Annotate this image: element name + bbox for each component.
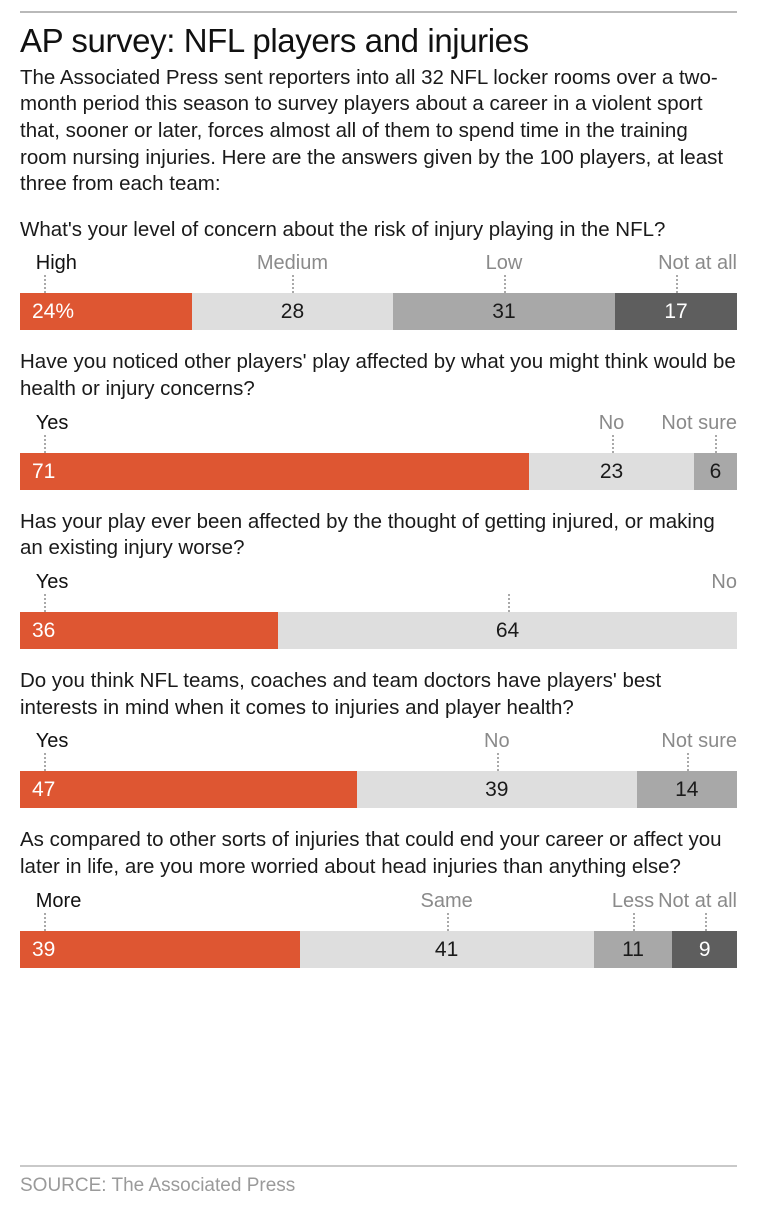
bar-track: 71 23 6 <box>20 452 737 490</box>
leader-line <box>503 275 506 294</box>
bar-segment: 71 <box>20 452 530 490</box>
stacked-bar-chart: High Medium Low Not at all 24% 28 31 17 <box>20 251 737 331</box>
question-block: Has your play ever been affected by the … <box>20 509 737 650</box>
bar-segment: 6 <box>693 452 737 490</box>
bar-segment: 14 <box>636 771 737 809</box>
segment-label: No <box>484 730 510 753</box>
bar-segment: 11 <box>593 930 673 968</box>
bar-segment: 9 <box>672 930 737 968</box>
bar-segment: 39 <box>356 771 637 809</box>
segment-label-row: More Same Less Not at all <box>20 889 737 931</box>
question-block: What's your level of concern about the r… <box>20 217 737 331</box>
question-block: Have you noticed other players' play aff… <box>20 349 737 490</box>
segment-label-row: Yes No Not sure <box>20 411 737 453</box>
segment-label: Less <box>611 889 655 912</box>
leader-line <box>43 275 46 294</box>
bar-segment: 39 <box>20 930 300 968</box>
segment-label: More <box>35 889 82 912</box>
segment-label: Not at all <box>658 252 737 275</box>
bar-track: 47 39 14 <box>20 771 737 809</box>
leader-line <box>446 912 449 931</box>
leader-line <box>507 594 510 613</box>
leader-line <box>704 912 707 931</box>
question-block: Do you think NFL teams, coaches and team… <box>20 668 737 809</box>
bar-segment: 64 <box>278 612 737 650</box>
infographic-page: AP survey: NFL players and injuries The … <box>0 11 757 1211</box>
question-text: Have you noticed other players' play aff… <box>20 350 736 401</box>
bar-segment: 36 <box>20 612 279 650</box>
leader-line <box>715 434 718 453</box>
leader-line <box>292 275 295 294</box>
leader-line <box>43 753 46 772</box>
segment-label-row: Yes No Not sure <box>20 729 737 772</box>
stacked-bar-chart: Yes No 36 64 <box>20 570 737 650</box>
segment-label: Yes <box>35 571 69 594</box>
source-note: SOURCE: The Associated Press <box>20 1175 296 1197</box>
bar-track: 24% 28 31 17 <box>20 293 737 331</box>
segment-label: No <box>598 411 625 434</box>
bar-segment: 23 <box>529 452 694 490</box>
stacked-bar-chart: More Same Less Not at all 39 41 11 9 <box>20 889 737 968</box>
bar-segment: 28 <box>192 293 393 331</box>
segment-label: Medium <box>256 252 329 275</box>
question-text: Do you think NFL teams, coaches and team… <box>20 669 662 719</box>
bar-track: 36 64 <box>20 612 737 650</box>
bar-segment: 31 <box>392 293 616 331</box>
leader-line <box>633 912 636 931</box>
leader-line <box>611 434 614 453</box>
bar-track: 39 41 11 9 <box>20 930 737 968</box>
segment-label: No <box>711 571 737 594</box>
segment-label: Same <box>420 889 473 912</box>
leader-line <box>43 594 46 613</box>
bar-segment: 41 <box>299 930 594 968</box>
segment-label: Not at all <box>658 889 737 912</box>
leader-line <box>43 912 46 931</box>
intro-paragraph: The Associated Press sent reporters into… <box>20 65 724 196</box>
footer: SOURCE: The Associated Press <box>20 1165 737 1197</box>
segment-label: Yes <box>35 411 69 434</box>
bar-segment: 17 <box>615 293 737 331</box>
page-title: AP survey: NFL players and injuries <box>20 22 529 59</box>
stacked-bar-chart: Yes No Not sure 71 23 6 <box>20 411 737 490</box>
stacked-bar-chart: Yes No Not sure 47 39 14 <box>20 729 737 809</box>
segment-label: Not sure <box>661 411 737 434</box>
leader-line <box>676 275 679 294</box>
segment-label: Low <box>485 252 523 275</box>
question-block: As compared to other sorts of injuries t… <box>20 827 737 968</box>
question-text: As compared to other sorts of injuries t… <box>20 828 722 878</box>
top-divider <box>20 11 737 13</box>
segment-label-row: Yes No <box>20 570 737 613</box>
segment-label: Yes <box>35 730 69 753</box>
leader-line <box>496 753 499 772</box>
segment-label-row: High Medium Low Not at all <box>20 251 737 294</box>
bottom-divider <box>20 1165 737 1168</box>
segment-label: High <box>35 252 77 275</box>
leader-line <box>43 434 46 453</box>
question-list: What's your level of concern about the r… <box>20 217 737 968</box>
leader-line <box>686 753 689 772</box>
question-text: What's your level of concern about the r… <box>20 217 666 241</box>
bar-segment: 47 <box>20 771 357 809</box>
bar-segment: 24% <box>20 293 193 331</box>
question-text: Has your play ever been affected by the … <box>20 509 715 560</box>
segment-label: Not sure <box>661 730 737 753</box>
